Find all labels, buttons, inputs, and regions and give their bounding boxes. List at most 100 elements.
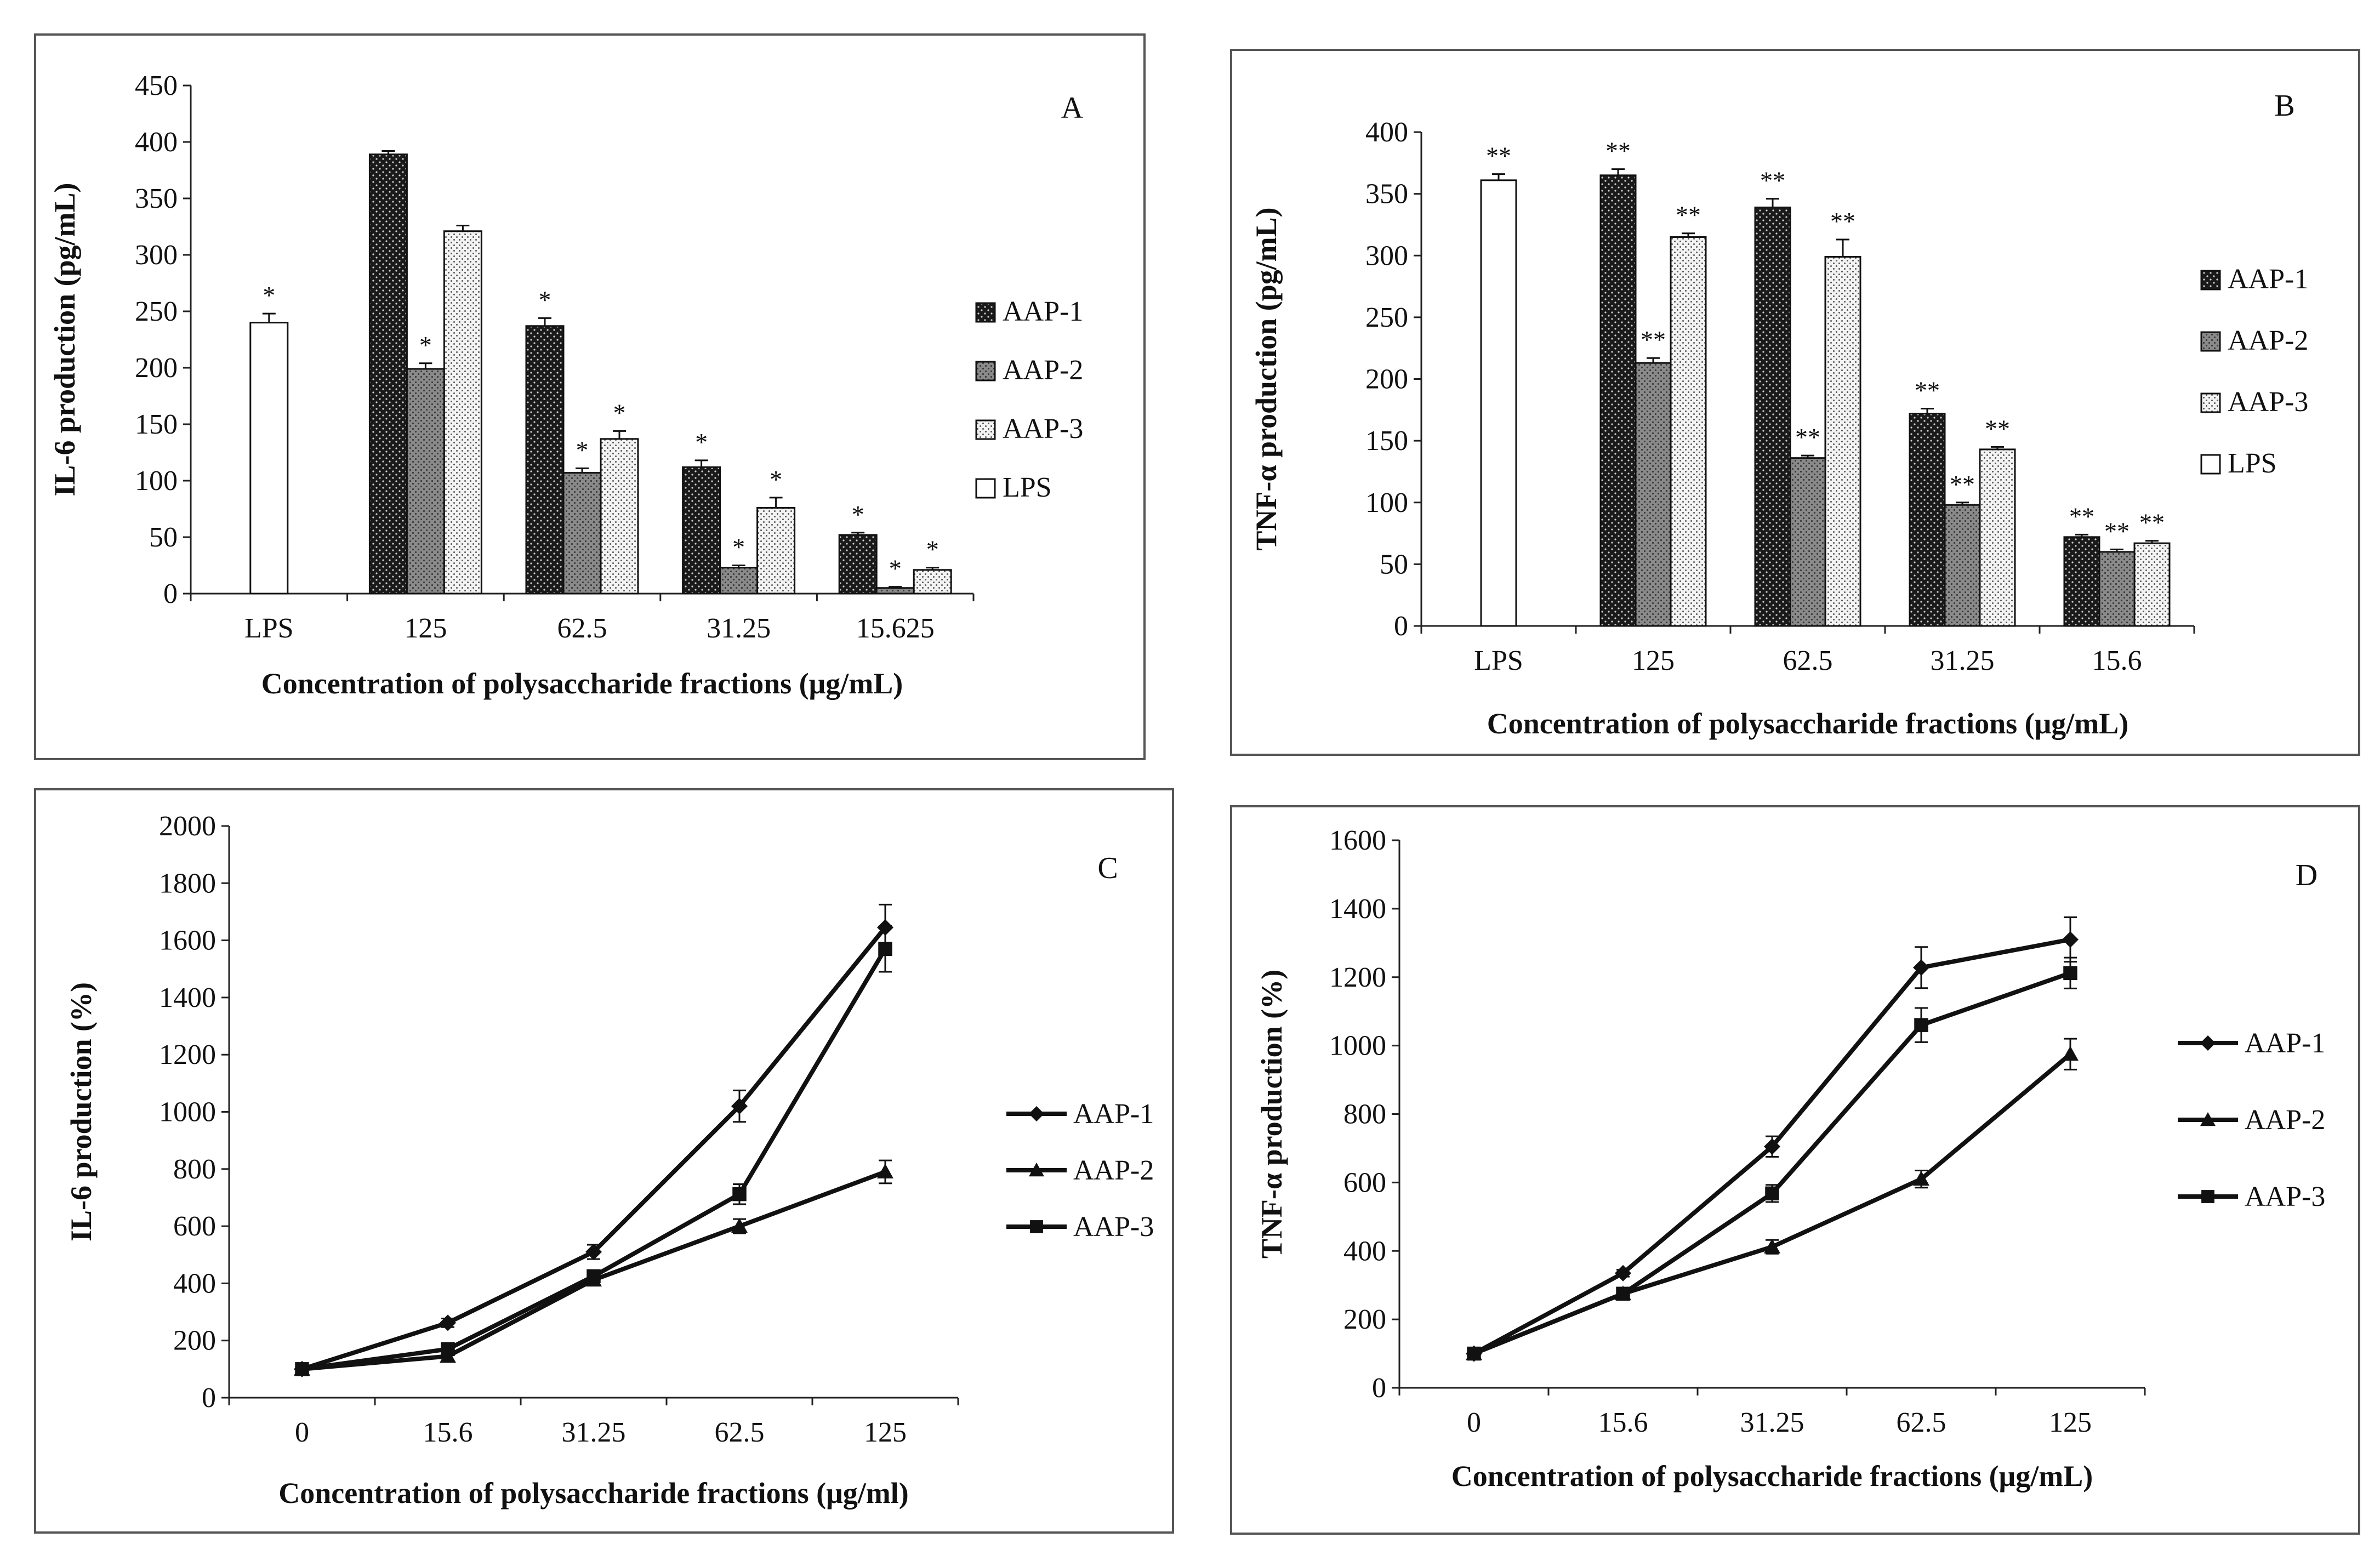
y-tick-label: 1600 [1329,825,1386,856]
chart-b-svg: 0 50 100 150 200 250 300 350 400 LPS 125 62.5 31.25 1… [1250,89,2308,740]
panel-letter: C [1097,851,1118,885]
legend-marker [2200,1035,2216,1051]
data-point-aap-1 [2062,931,2079,948]
legend-swatch [2200,392,2221,413]
data-point-aap-3 [1765,1186,1779,1201]
x-tick-label: 0 [1467,1407,1481,1438]
series-line-aap-3 [301,948,887,1371]
x-tick-label: 15.6 [1598,1407,1648,1438]
bar-aap-1 [1754,206,1791,627]
data-point-aap-3 [2063,966,2077,981]
data-point-aap-2 [877,1164,893,1179]
y-tick-label: 1200 [159,1039,216,1070]
x-tick-label: 31.25 [1931,645,1995,676]
bar-aap-1 [1599,174,1637,627]
bar-lps [249,322,289,595]
significance-mark: ** [1676,201,1701,229]
significance-mark: * [732,533,745,561]
chart-c-svg: 0 200 400 600 800 1000 1200 1400 1600 1800 2000 0 15… [65,811,1154,1510]
legend-label: AAP-2 [2245,1104,2325,1136]
legend-label: AAP-2 [1073,1155,1154,1186]
bar-aap-3 [600,438,639,595]
significance-mark: ** [1795,423,1820,451]
bar-aap-3 [1824,256,1861,627]
y-tick-label: 200 [135,352,178,384]
panel-b-tnf-bar-chart: 0 50 100 150 200 250 300 350 400 LPS 125 62.5 31.25 1… [1230,49,2360,756]
x-tick-label: 31.25 [707,613,771,644]
significance-mark: * [539,286,551,314]
x-axis-title: Concentration of polysaccharide fraction… [1451,1460,2093,1493]
bar-lps [1480,179,1517,627]
y-tick-label: 2000 [159,811,216,842]
x-tick-label: 125 [1632,645,1675,676]
legend-swatch [975,302,996,323]
series-line-aap-1 [301,926,887,1371]
y-tick-label: 250 [1365,302,1408,333]
y-tick-label: 300 [135,240,178,271]
x-tick-label: 62.5 [715,1417,765,1448]
legend-swatch [975,478,996,499]
data-point-aap-2 [731,1218,748,1233]
data-point-aap-3 [441,1342,455,1357]
legend-label: AAP-1 [1003,296,1083,327]
y-tick-label: 1800 [159,868,216,899]
y-tick-label: 0 [1372,1372,1386,1404]
y-tick-label: 400 [1343,1235,1386,1267]
y-tick-label: 150 [1365,425,1408,457]
legend-label: AAP-2 [2228,325,2308,356]
panel-c-il6-line-chart: 0 200 400 600 800 1000 1200 1400 1600 1800 2000 0 15… [34,788,1174,1534]
significance-mark: * [419,331,432,359]
bar-aap-1 [1909,413,1946,627]
legend-label: AAP-3 [2228,386,2308,418]
y-tick-label: 800 [173,1154,216,1185]
y-tick-label: 250 [135,296,178,327]
significance-mark: ** [1950,470,1975,498]
data-point-aap-3 [587,1269,601,1284]
legend-label: AAP-3 [1003,413,1083,445]
x-tick-label: 15.625 [856,613,935,644]
legend-marker [1029,1106,1044,1121]
bar-aap-1 [838,534,878,595]
x-tick-label: 62.5 [557,613,607,644]
bar-aap-1 [368,153,408,595]
x-tick-label: 125 [864,1417,907,1448]
bar-aap-1 [525,325,565,595]
chart-a-svg: 0 50 100 150 200 250 300 350 400 450 LPS 125 62.5 31.… [48,70,1084,700]
significance-mark: * [770,465,782,493]
bar-aap-2 [406,368,445,595]
significance-mark: * [889,555,902,583]
significance-mark: * [695,428,708,456]
significance-mark: ** [2139,509,2165,537]
data-point-aap-2 [1913,1171,1929,1186]
chart-d-svg: 0 200 400 600 800 1000 1200 1400 1600 0 15.6 31.25 6… [1255,825,2325,1493]
y-tick-label: 400 [173,1268,216,1299]
legend-label: AAP-1 [2228,264,2308,295]
series-line-aap-2 [1473,1052,2072,1356]
y-tick-label: 600 [1343,1167,1386,1198]
data-point-aap-3 [1467,1346,1481,1361]
bar-aap-3 [913,569,952,595]
bar-aap-2 [1789,457,1826,627]
significance-mark: ** [1915,377,1940,405]
significance-mark: * [263,281,275,309]
series-line-aap-3 [1473,971,2071,1356]
y-tick-label: 0 [1394,611,1408,642]
bar-aap-2 [1944,504,1981,627]
data-point-aap-2 [1764,1238,1780,1254]
significance-mark: * [576,436,589,464]
y-tick-label: 600 [173,1211,216,1242]
y-tick-label: 350 [1365,179,1408,210]
significance-mark: * [852,500,864,528]
bar-aap-3 [1979,448,2016,627]
significance-mark: ** [1641,326,1666,354]
y-tick-label: 0 [163,578,178,610]
legend-label: AAP-3 [2245,1181,2325,1212]
y-tick-label: 50 [149,522,178,553]
bar-aap-3 [756,506,796,595]
data-point-aap-3 [732,1187,747,1201]
data-point-aap-1 [731,1098,748,1115]
legend-label: AAP-1 [1073,1098,1154,1130]
y-tick-label: 1000 [159,1097,216,1128]
data-point-aap-1 [585,1244,602,1261]
y-tick-label: 200 [1365,364,1408,395]
